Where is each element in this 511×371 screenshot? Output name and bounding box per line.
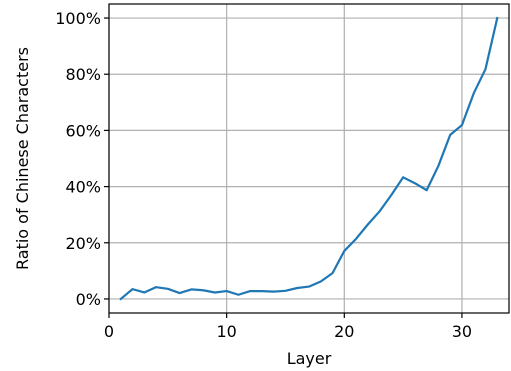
plot-frame bbox=[108, 3, 510, 314]
y-axis-label: Ratio of Chinese Characters bbox=[13, 47, 32, 270]
y-tick-label: 80% bbox=[65, 65, 101, 84]
axis-ticks: 0 10 20 30 0% 20% 40% 60% 80% 100% bbox=[55, 9, 472, 341]
y-tick-label: 100% bbox=[55, 9, 101, 28]
series-line bbox=[119, 16, 499, 301]
x-tick-label: 10 bbox=[216, 322, 236, 341]
x-tick-label: 0 bbox=[104, 322, 114, 341]
grid bbox=[108, 4, 509, 313]
y-tick-label: 20% bbox=[65, 234, 101, 253]
y-tick-label: 60% bbox=[65, 121, 101, 140]
x-tick-label: 20 bbox=[334, 322, 354, 341]
x-tick-label: 30 bbox=[452, 322, 472, 341]
y-tick-label: 0% bbox=[76, 290, 101, 309]
y-tick-label: 40% bbox=[65, 178, 101, 197]
plot-area bbox=[119, 16, 499, 301]
x-axis-label: Layer bbox=[287, 349, 332, 368]
